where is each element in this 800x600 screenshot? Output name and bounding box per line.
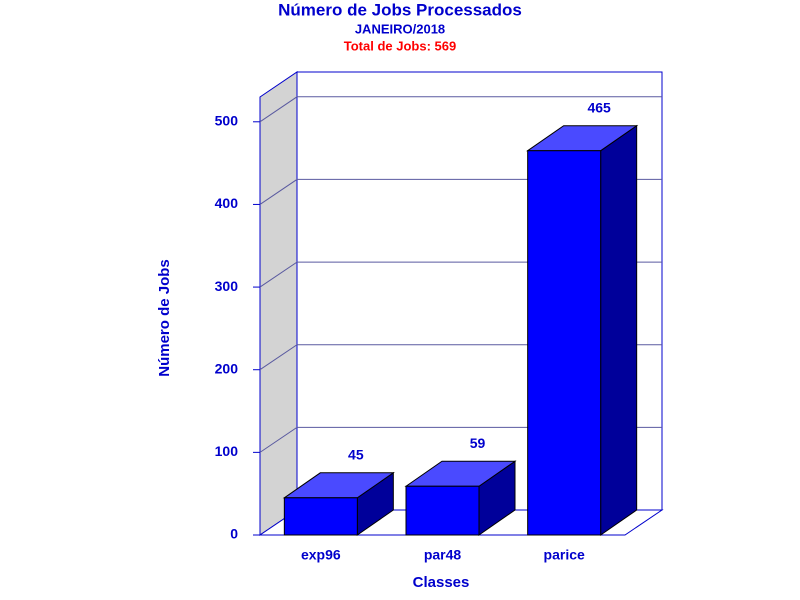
bar [405, 485, 480, 536]
y-tick-label: 500 [215, 112, 239, 128]
x-tick-label: exp96 [301, 547, 341, 563]
chart-subtitle: JANEIRO/2018 [355, 21, 445, 36]
x-tick-label: par48 [424, 547, 462, 563]
x-axis-label: Classes [413, 574, 470, 591]
y-axis-label: Número de Jobs [156, 259, 173, 377]
y-tick-label: 0 [230, 526, 238, 542]
bar [527, 150, 602, 536]
x-tick-label: parice [544, 547, 585, 563]
y-tick-label: 100 [215, 443, 239, 459]
value-label: 465 [587, 99, 611, 115]
value-label: 59 [470, 435, 486, 451]
side-wall [259, 71, 298, 536]
y-tick-label: 300 [215, 278, 239, 294]
value-label: 45 [348, 447, 364, 463]
chart-title: Número de Jobs Processados [278, 0, 522, 19]
annotation: Total de Jobs: 569 [344, 38, 456, 53]
y-tick-label: 200 [215, 360, 239, 376]
bar [283, 497, 358, 536]
bar-side [600, 124, 638, 536]
y-tick-label: 400 [215, 195, 239, 211]
grid-line [259, 96, 662, 123]
